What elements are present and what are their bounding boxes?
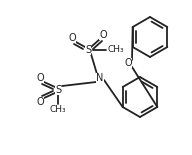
Text: O: O	[36, 73, 44, 83]
Text: O: O	[36, 97, 44, 107]
Text: O: O	[124, 58, 132, 68]
Text: S: S	[55, 85, 61, 95]
Text: N: N	[96, 73, 104, 83]
Text: S: S	[85, 45, 91, 55]
Text: O: O	[68, 33, 76, 43]
Text: O: O	[99, 30, 107, 40]
Text: CH₃: CH₃	[108, 46, 125, 55]
Text: CH₃: CH₃	[50, 106, 66, 115]
